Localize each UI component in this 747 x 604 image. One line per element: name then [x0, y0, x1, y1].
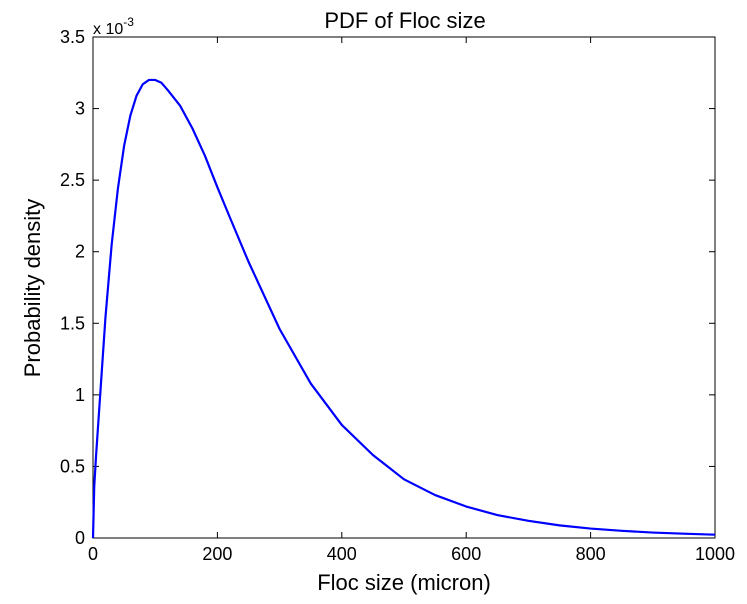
y-tick-label: 3.5 [60, 27, 85, 47]
y-tick-label: 0.5 [60, 456, 85, 476]
y-tick-label: 2 [75, 242, 85, 262]
x-tick-label: 400 [327, 544, 357, 564]
tick-labels: 0 200 400 600 800 1000 0 0.5 1 1.5 2 2.5 3 3.5 [60, 27, 735, 564]
x-tick-label: 800 [576, 544, 606, 564]
x-tick-label: 600 [451, 544, 481, 564]
y-tick-label: 1 [75, 385, 85, 405]
y-tick-label: 3 [75, 99, 85, 119]
y-tick-label: 1.5 [60, 313, 85, 333]
y-multiplier: x 10-3 [93, 15, 134, 38]
x-tick-label: 1000 [695, 544, 735, 564]
axis-ticks [92, 36, 716, 539]
y-tick-label: 0 [75, 528, 85, 548]
x-tick-label: 200 [202, 544, 232, 564]
chart-title: PDF of Floc size [324, 8, 485, 33]
pdf-curve [91, 78, 716, 539]
x-tick-label: 0 [88, 544, 98, 564]
plot-area [92, 36, 716, 539]
y-multiplier-exponent: -3 [123, 15, 134, 29]
y-tick-label: 2.5 [60, 170, 85, 190]
x-axis-label: Floc size (micron) [317, 570, 491, 595]
y-multiplier-base: x 10 [93, 21, 123, 38]
y-axis-label: Probability density [20, 199, 45, 378]
